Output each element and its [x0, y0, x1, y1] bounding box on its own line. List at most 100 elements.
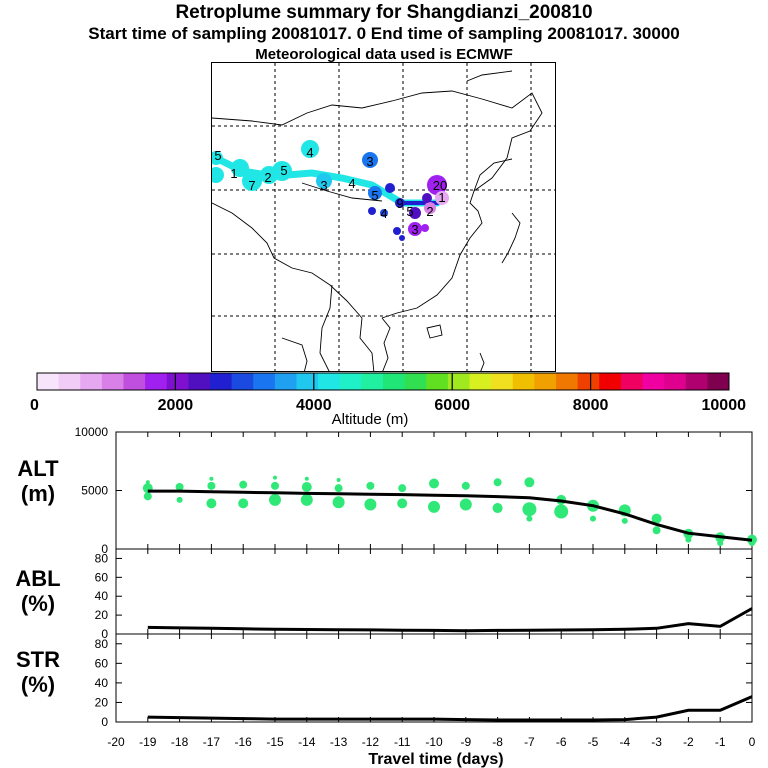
- colorbar-swatch: [101, 373, 124, 390]
- colorbar-swatch: [188, 373, 211, 390]
- y-tick-label: 60: [95, 656, 109, 670]
- plume-altitude-point: [332, 496, 345, 509]
- x-tick-label: -19: [139, 735, 157, 749]
- x-tick-label: -18: [171, 735, 189, 749]
- plume-cluster-marker: [409, 207, 421, 219]
- colorbar-swatch: [556, 373, 579, 390]
- map-gridlines: [212, 63, 555, 371]
- plume-overlay: [212, 140, 449, 241]
- plume-day-label: 4: [348, 176, 355, 191]
- plume-altitude-point: [334, 484, 343, 493]
- colorbar-swatch: [318, 373, 341, 390]
- series-line-abl: [147, 607, 753, 633]
- colorbar-swatch: [426, 373, 449, 390]
- plume-day-label: 5: [214, 148, 221, 163]
- plume-altitude-point: [621, 517, 628, 524]
- x-tick-label: -17: [203, 735, 221, 749]
- plume-cluster-marker: [242, 171, 262, 191]
- panel-frame: [115, 633, 753, 723]
- plume-cluster-marker: [408, 222, 422, 236]
- plume-altitude-point: [145, 480, 150, 485]
- colorbar-swatch: [361, 373, 384, 390]
- plume-day-label: 4: [306, 145, 313, 160]
- colorbar-swatch: [707, 373, 730, 390]
- colorbar-swatch: [512, 373, 535, 390]
- colorbar-swatch: [469, 373, 492, 390]
- plume-cluster-marker: [393, 227, 401, 235]
- colorbar-swatch: [231, 373, 254, 390]
- plume-day-label: 3: [366, 154, 373, 169]
- plume-day-label: 3: [320, 178, 327, 193]
- y-tick-label: 80: [95, 551, 109, 565]
- panel-alt: 0 5000 10000 ALT(m): [17, 425, 757, 556]
- plume-altitude-point: [175, 482, 184, 491]
- panel-abl: 0 20 40 60 80 ABL(%): [15, 548, 753, 641]
- colorbar-swatch: [534, 373, 557, 390]
- colorbar-tick-label: 6000: [434, 397, 470, 414]
- plume-cluster-marker: [422, 193, 432, 203]
- plume-cluster-marker: [399, 235, 405, 241]
- plume-day-label: 7: [248, 178, 255, 193]
- plume-cluster-marker: [212, 151, 223, 165]
- y-tick-label: 10000: [75, 425, 109, 439]
- x-tick-label: -2: [683, 735, 694, 749]
- plume-altitude-point: [493, 478, 502, 487]
- plume-day-label: 2: [264, 170, 271, 185]
- plume-day-label: 5: [371, 188, 378, 203]
- panel-ylabel: (%): [21, 672, 55, 697]
- plume-cluster-marker: [424, 202, 436, 214]
- plume-altitude-point: [428, 500, 440, 513]
- plume-altitude-point: [273, 475, 277, 480]
- colorbar-swatch: [404, 373, 427, 390]
- plume-altitude-point: [207, 481, 216, 490]
- x-tick-label: -9: [460, 735, 471, 749]
- colorbar-swatch: [577, 373, 600, 390]
- colorbar-swatch: [58, 373, 81, 390]
- plume-altitude-point: [366, 481, 375, 490]
- plume-cluster-marker: [212, 167, 224, 183]
- colorbar-tick-label: 0: [30, 397, 39, 414]
- colorbar-swatch: [685, 373, 708, 390]
- colorbar-swatch: [210, 373, 233, 390]
- plume-altitude-point: [239, 480, 248, 489]
- colorbar-tick-label: 10000: [702, 397, 747, 414]
- plume-altitude-point: [749, 540, 755, 547]
- retroplume-map: 5 1 7 2 5 4 3 3 4 5 9 4 5 2 3 20 1: [211, 62, 556, 372]
- colorbar-swatch: [166, 373, 189, 390]
- map-borders: [212, 70, 543, 371]
- plume-cluster-marker: [316, 173, 332, 189]
- x-tick-label: -1: [715, 735, 726, 749]
- plume-cluster-marker: [395, 198, 405, 208]
- colorbar-label: Altitude (m): [332, 411, 409, 428]
- x-tick-label: -4: [619, 735, 630, 749]
- plume-altitude-point: [271, 481, 279, 490]
- panel-ylabel: (%): [21, 591, 55, 616]
- sampling-time-subtitle: Start time of sampling 20081017. 0 End t…: [88, 24, 680, 43]
- plume-cluster-marker: [368, 186, 382, 200]
- plume-altitude-point: [300, 493, 313, 506]
- x-tick-label: -5: [588, 735, 599, 749]
- colorbar-swatch: [296, 373, 319, 390]
- plume-day-label: 1: [230, 166, 237, 181]
- plume-day-label: 5: [406, 204, 413, 219]
- panel-ylabel: (m): [21, 481, 55, 506]
- plume-altitude-point: [238, 498, 249, 509]
- plume-altitude-point: [522, 502, 537, 517]
- plume-day-label: 5: [280, 163, 287, 178]
- y-tick-label: 80: [95, 637, 109, 651]
- x-tick-label: -15: [266, 735, 284, 749]
- plume-altitude-point: [526, 515, 533, 522]
- x-tick-label: -13: [330, 735, 348, 749]
- plume-cluster-marker: [380, 209, 388, 217]
- y-tick-label: 5000: [81, 484, 108, 498]
- panel-ylabel: ALT: [17, 456, 59, 481]
- x-tick-label: -8: [492, 735, 503, 749]
- colorbar-swatch: [664, 373, 687, 390]
- colorbar-frame: [36, 372, 730, 391]
- plume-cluster-marker: [435, 191, 449, 205]
- colorbar-swatch: [37, 373, 60, 390]
- plume-cluster-marker: [421, 224, 429, 232]
- plume-altitude-point: [397, 498, 408, 509]
- meteorology-subtitle: Meteorological data used is ECMWF: [255, 46, 513, 63]
